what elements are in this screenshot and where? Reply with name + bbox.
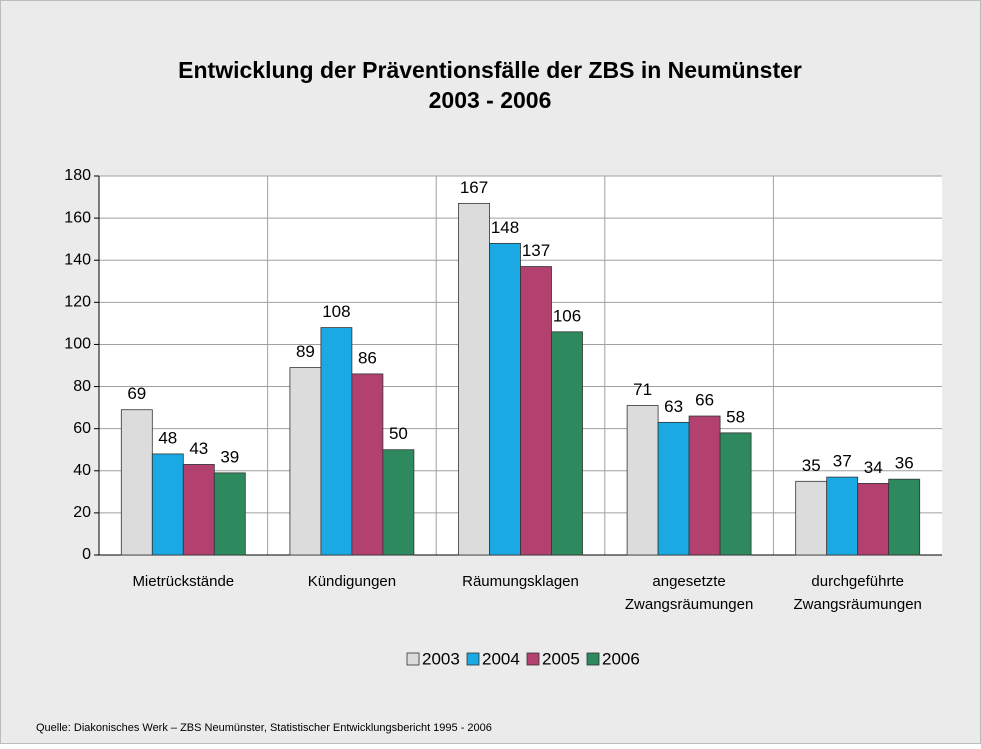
bar: [657, 421, 690, 556]
bar: [120, 409, 153, 556]
bar: [857, 483, 890, 556]
y-tick-label: 100: [64, 336, 91, 353]
bar: [795, 480, 828, 556]
bar: [719, 432, 752, 556]
bar: [489, 242, 521, 556]
legend-label: 2005: [542, 649, 580, 668]
value-label: 36: [895, 454, 914, 473]
source-note: Quelle: Diakonisches Werk – ZBS Neumünst…: [36, 722, 492, 734]
x-tick-label: Kündigungen: [308, 573, 396, 590]
chart-subtitle: 2003 - 2006: [429, 87, 552, 113]
value-label: 69: [127, 384, 146, 403]
y-tick-label: 120: [64, 294, 91, 311]
bar: [151, 453, 184, 556]
y-tick-label: 180: [64, 167, 91, 184]
value-label: 148: [491, 218, 519, 237]
legend-label: 2004: [482, 649, 520, 668]
bar: [458, 202, 490, 556]
value-label: 167: [460, 178, 488, 197]
bar: [382, 449, 415, 556]
legend-swatch: [586, 652, 600, 666]
value-label: 66: [695, 391, 714, 410]
bar: [182, 464, 215, 556]
bar: [213, 472, 246, 556]
y-tick-label: 0: [82, 546, 91, 563]
legend-swatch: [526, 652, 540, 666]
legend-label: 2003: [422, 649, 460, 668]
value-label: 63: [664, 397, 683, 416]
y-tick-label: 140: [64, 251, 91, 268]
value-label: 35: [802, 456, 821, 475]
value-label: 43: [189, 439, 208, 458]
x-tick-label: Räumungsklagen: [462, 573, 579, 590]
legend-swatch: [466, 652, 480, 666]
chart-title: Entwicklung der Präventionsfälle der ZBS…: [178, 57, 802, 83]
bar: [888, 478, 921, 556]
x-tick-label: Mietrückstände: [132, 573, 234, 590]
legend-swatch: [406, 652, 420, 666]
value-label: 137: [522, 241, 550, 260]
value-label: 34: [864, 458, 883, 477]
bar: [688, 415, 721, 556]
y-tick-label: 60: [73, 420, 91, 437]
bar: [289, 367, 322, 556]
bar: [826, 476, 859, 556]
y-tick-label: 20: [73, 504, 91, 521]
bar: [351, 373, 384, 556]
bar: [320, 327, 353, 556]
value-label: 106: [553, 306, 581, 325]
bar: [626, 405, 659, 556]
x-tick-label: angesetzte Zwangsräumungen: [625, 573, 753, 613]
value-label: 37: [833, 452, 852, 471]
value-label: 71: [633, 380, 652, 399]
value-label: 108: [322, 302, 350, 321]
value-label: 58: [726, 407, 745, 426]
value-label: 39: [220, 447, 239, 466]
y-tick-label: 80: [73, 378, 91, 395]
value-label: 48: [158, 428, 177, 447]
value-label: 89: [296, 342, 315, 361]
y-tick-label: 40: [73, 462, 91, 479]
bar: [520, 266, 552, 556]
value-label: 86: [358, 348, 377, 367]
bar: [551, 331, 583, 556]
value-label: 50: [389, 424, 408, 443]
y-tick-label: 160: [64, 209, 91, 226]
x-tick-label: durchgeführte Zwangsräumungen: [793, 573, 921, 613]
legend-label: 2006: [602, 649, 640, 668]
